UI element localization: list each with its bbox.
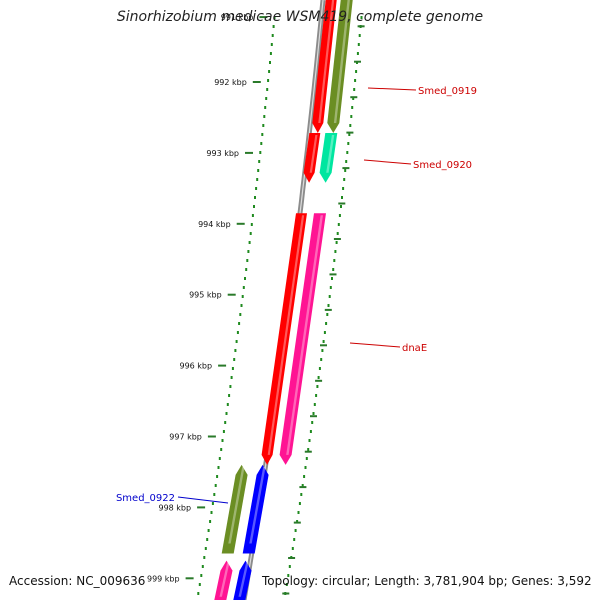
label-smed-0919[interactable]: Smed_0919 [418, 86, 477, 97]
ruler-tick-label-999: 999 kbp [147, 574, 180, 583]
label-smed-0920[interactable]: Smed_0920 [413, 160, 472, 171]
cds-arrow-smed-0919[interactable] [327, 0, 354, 133]
cds-arrow-next-pink[interactable] [213, 560, 233, 600]
ruler-tick-994 [236, 222, 245, 225]
label-smed-0919-leader [367, 87, 417, 91]
ruler-tick-label-996: 996 kbp [179, 362, 212, 371]
inner-dot-track [197, 16, 276, 595]
ruler-tick-993 [245, 151, 253, 154]
label-smed-0920-leader [363, 159, 412, 165]
ruler-tick-995 [227, 293, 236, 296]
accession-text: Accession: NC_009636 [9, 574, 146, 588]
ruler-tick-998 [197, 506, 206, 509]
ruler-tick-label-993: 993 kbp [206, 149, 239, 158]
gene-arrow-smed-0919[interactable] [312, 0, 338, 133]
ruler-tick-996 [218, 364, 227, 367]
ruler-tick-label-994: 994 kbp [198, 220, 231, 229]
ruler-tick-label-992: 992 kbp [214, 78, 247, 87]
label-smed-0922[interactable]: Smed_0922 [116, 493, 175, 504]
outer-dot-track [284, 16, 363, 595]
summary-text: Topology: circular; Length: 3,781,904 bp… [262, 574, 592, 588]
cds-arrow-next-blue[interactable] [232, 560, 252, 600]
cds-arrow-smed-0920[interactable] [319, 133, 338, 183]
label-dnae-leader [349, 342, 401, 348]
cds-arrow-smed-0922-blue[interactable] [242, 464, 269, 554]
ruler-tick-999 [185, 577, 194, 580]
outer-ticks [282, 25, 365, 595]
map-title: Sinorhizobium medicae WSM419, complete g… [116, 9, 484, 25]
ruler-tick-label-997: 997 kbp [169, 433, 202, 442]
ruler-tick-label-995: 995 kbp [189, 291, 222, 300]
label-dnae[interactable]: dnaE [402, 343, 427, 354]
ruler-tick-label-991: 991 kbp [221, 13, 254, 22]
ruler-tick-label-998: 998 kbp [158, 503, 191, 512]
gene-arrow-dnae[interactable] [261, 213, 307, 465]
ruler-tick-991 [259, 16, 268, 19]
ruler-tick-997 [207, 435, 216, 438]
cds-arrow-smed-0922[interactable] [221, 464, 248, 554]
ruler-tick-992 [252, 81, 261, 83]
cds-arrow-dnae[interactable] [279, 213, 326, 465]
label-smed-0922-leader [177, 496, 229, 504]
gene-arrow-smed-0920[interactable] [303, 133, 321, 183]
